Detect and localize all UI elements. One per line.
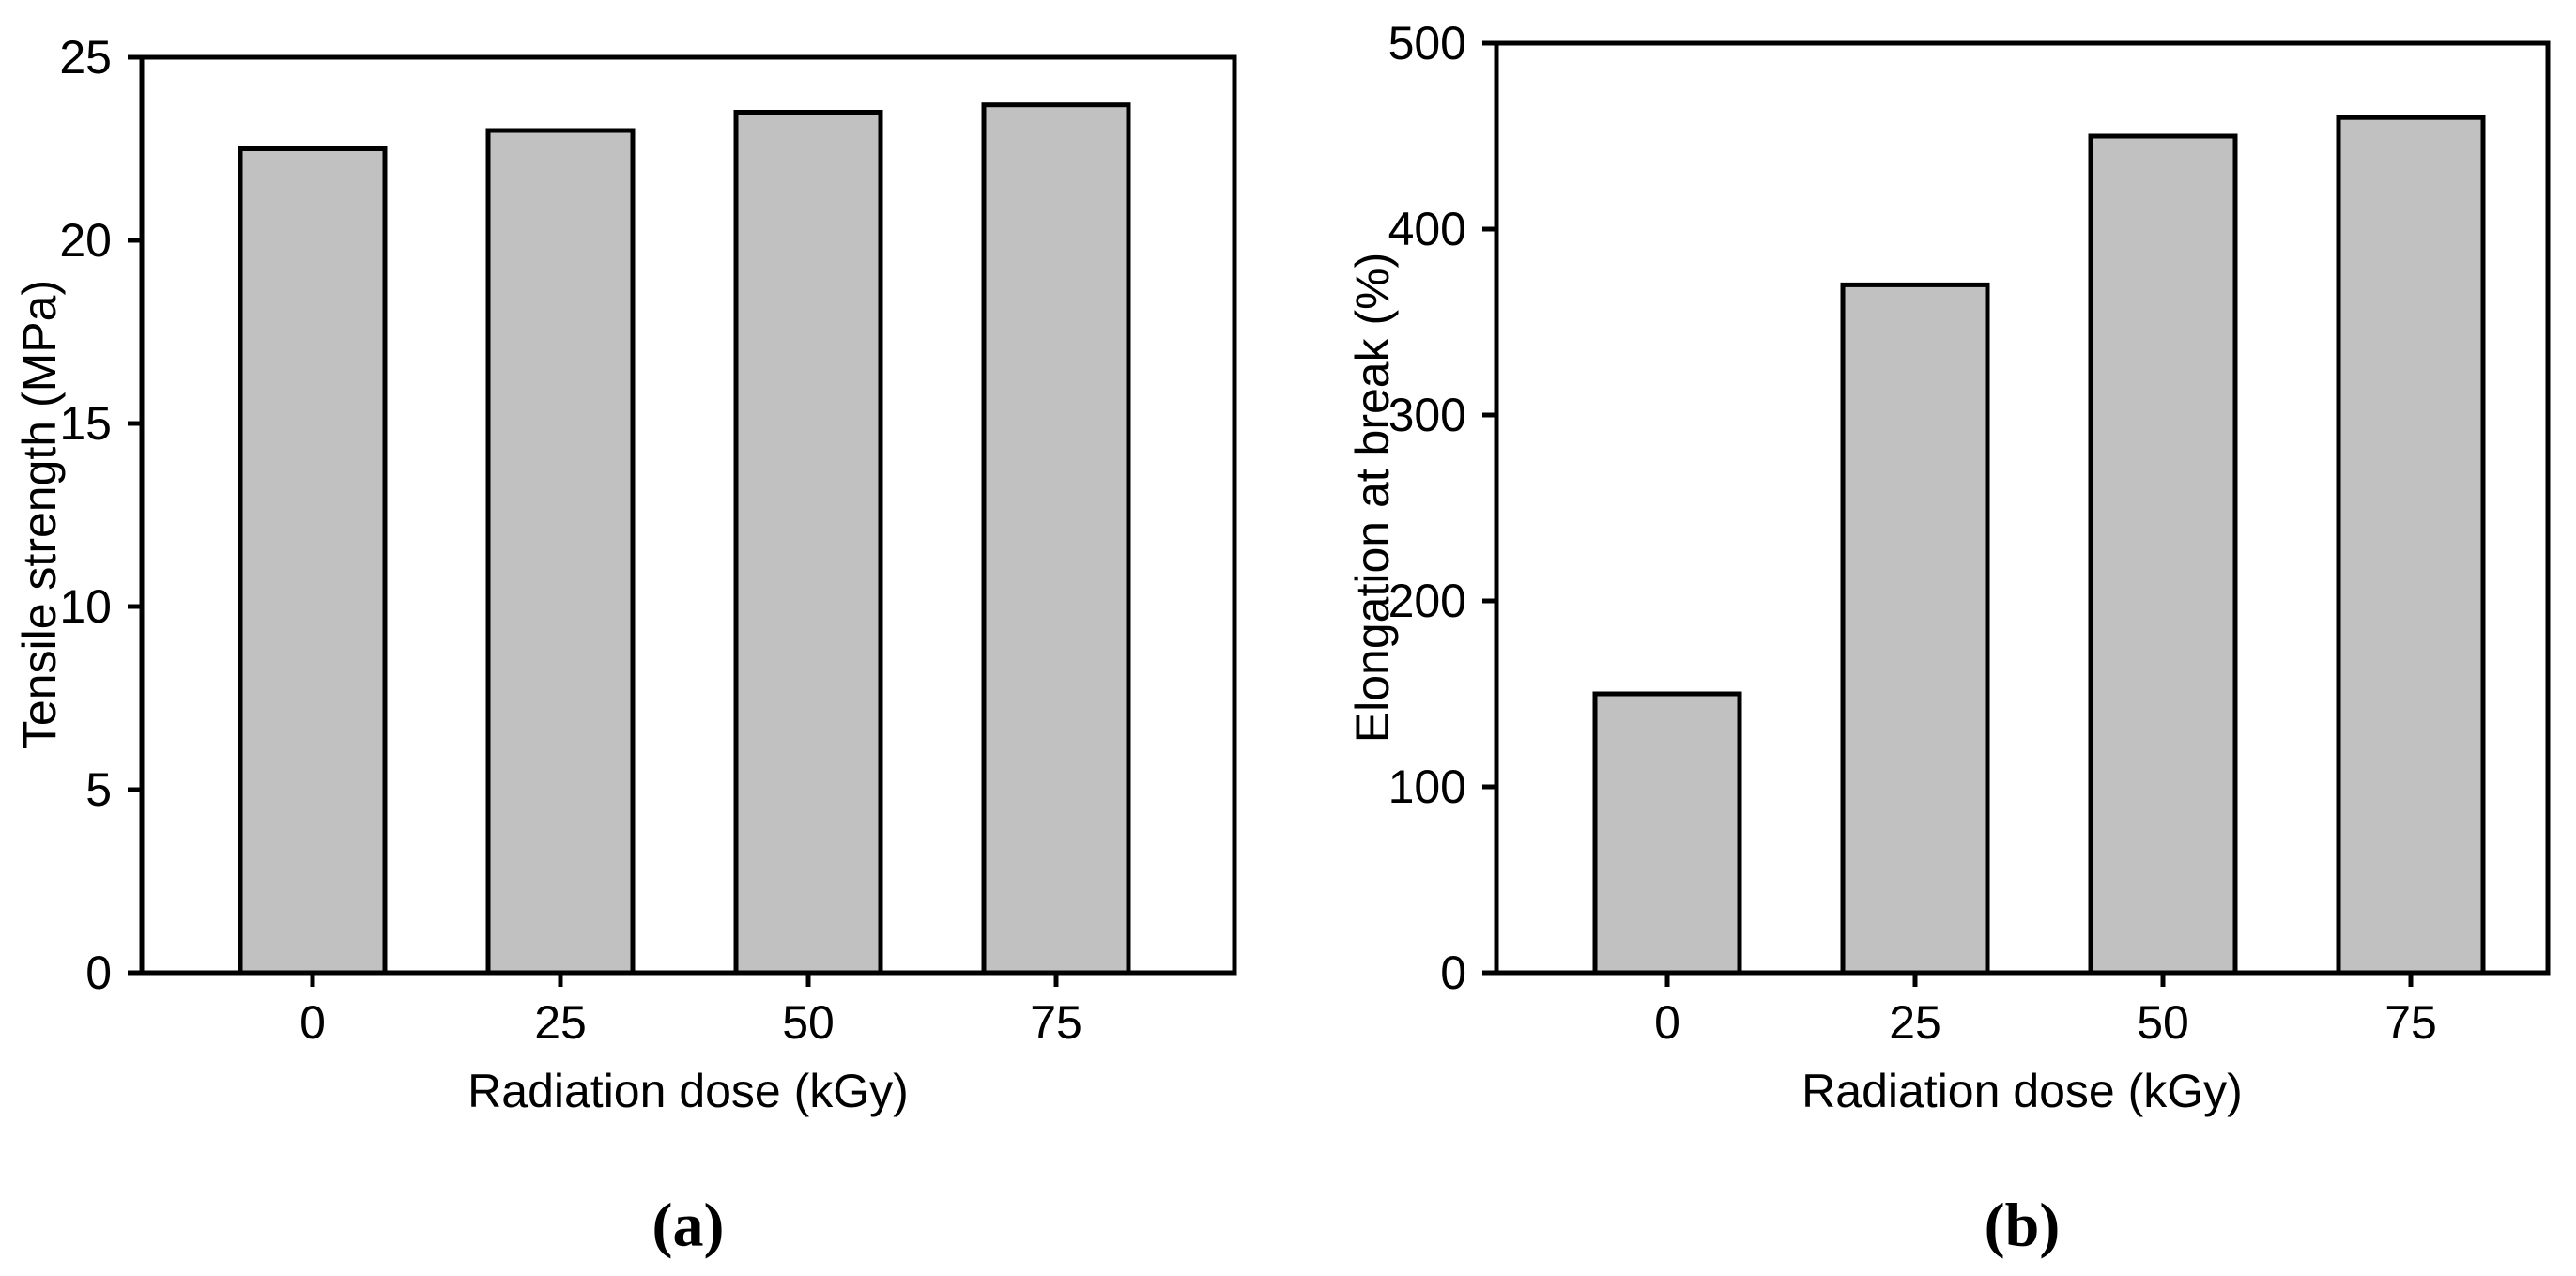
y-tick-label: 10: [59, 580, 112, 633]
bar-dose-0: [238, 146, 388, 976]
x-tick-label: 75: [1030, 996, 1082, 1049]
plot-frame: [139, 54, 1237, 976]
y-tick-label: 25: [59, 31, 112, 84]
bar-dose-50: [2088, 133, 2238, 976]
y-tick-label: 20: [59, 214, 112, 267]
x-tick-label: 50: [782, 996, 835, 1049]
y-tick-label: 100: [1388, 761, 1466, 813]
chart-a-plot-area: 0 5 10 15 20 25 0 25 50 75: [59, 31, 1237, 1049]
y-tick-label: 400: [1388, 203, 1466, 255]
y-tick-label: 300: [1388, 389, 1466, 441]
x-tick-label: 0: [299, 996, 326, 1049]
chart-a-panel-label: (a): [652, 1191, 725, 1260]
chart-b-x-axis-title: Radiation dose (kGy): [1802, 1065, 2243, 1117]
y-tick-label: 0: [85, 946, 112, 999]
y-tick-label: 5: [85, 763, 112, 816]
chart-a-y-axis-title: Tensile strength (MPa): [13, 280, 66, 749]
x-tick-label: 50: [2137, 996, 2189, 1049]
x-tick-label: 0: [1654, 996, 1680, 1049]
y-tick-label: 0: [1440, 946, 1466, 999]
x-tick-label: 25: [534, 996, 587, 1049]
plot-frame: [1494, 40, 2551, 976]
y-tick-label: 500: [1388, 17, 1466, 69]
chart-b-panel-label: (b): [1985, 1191, 2061, 1260]
bar-dose-0: [1592, 691, 1742, 976]
x-tick-label: 25: [1889, 996, 1941, 1049]
bar-dose-50: [733, 110, 883, 976]
chart-a-x-axis-title: Radiation dose (kGy): [468, 1065, 909, 1117]
chart-b-plot-area: 0 100 200 300 400 500 0 25 50 75: [1388, 17, 2551, 1049]
x-tick-label: 75: [2384, 996, 2437, 1049]
bar-dose-25: [1840, 282, 1990, 976]
bar-dose-75: [2336, 115, 2486, 976]
bar-dose-75: [981, 102, 1131, 976]
chart-b-y-axis-title: Elongation at break (%): [1346, 253, 1399, 744]
y-tick-label: 200: [1388, 575, 1466, 627]
bar-dose-25: [485, 128, 636, 976]
y-tick-label: 15: [59, 397, 112, 450]
